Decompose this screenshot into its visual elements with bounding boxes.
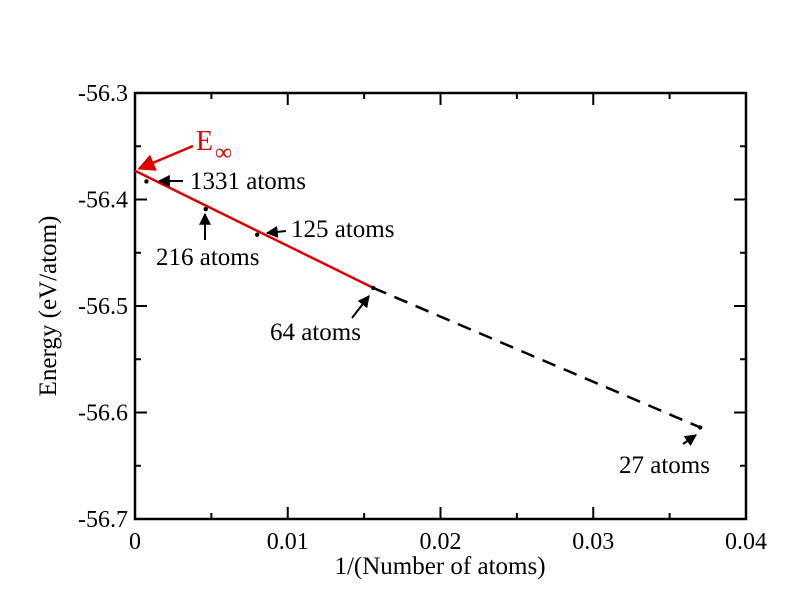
data-point: [371, 285, 376, 291]
point-callout-arrow: [351, 295, 370, 319]
e-infinity-arrow: [137, 144, 194, 171]
x-tick-label: 0.01: [267, 529, 309, 555]
point-label: 27 atoms: [619, 452, 710, 479]
y-tick-label: -56.5: [78, 294, 128, 320]
x-tick-label: 0: [129, 529, 141, 555]
x-tick-label: 0.03: [572, 529, 614, 555]
data-point: [203, 206, 208, 212]
data-points-layer: 1331 atoms 216 atoms 125 atoms 64 atoms 27 a…: [144, 168, 710, 479]
data-point: [697, 425, 703, 430]
annotations-layer: E ∞: [137, 126, 232, 171]
point-label: 1331 atoms: [190, 168, 306, 195]
y-tick-label: -56.7: [78, 507, 128, 533]
y-axis-ticks: -56.3 -56.4 -56.5 -56.6 -56.7: [78, 81, 746, 533]
point-label: 125 atoms: [291, 216, 394, 243]
y-tick-label: -56.4: [78, 188, 128, 214]
point-label: 64 atoms: [270, 319, 361, 346]
extrapolation-dashed-line: [372, 286, 701, 429]
x-tick-label: 0.04: [725, 529, 767, 555]
point-callout-arrow: [682, 434, 697, 447]
point-callout-arrow: [265, 225, 287, 238]
fit-line: [134, 169, 374, 290]
y-tick-label: -56.3: [78, 81, 128, 107]
y-tick-label: -56.6: [78, 401, 128, 427]
data-point: [255, 232, 260, 237]
e-infinity-subscript: ∞: [215, 140, 232, 166]
x-tick-label: 0.02: [420, 529, 462, 555]
e-infinity-label: E: [196, 126, 213, 157]
x-axis-label: 1/(Number of atoms): [334, 553, 545, 580]
series-layer: [134, 169, 701, 429]
point-label: 216 atoms: [156, 244, 259, 271]
y-axis-label: Energy (eV/atom): [35, 216, 62, 397]
x-axis-ticks: 0 0.01 0.02 0.03 0.04: [129, 93, 767, 555]
data-point: [144, 179, 149, 184]
